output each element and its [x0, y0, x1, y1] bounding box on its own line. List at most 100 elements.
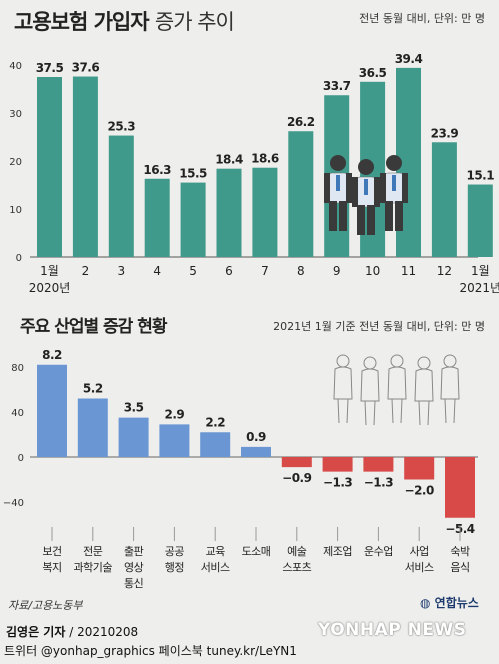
chart1-xtick-label: 11 [401, 264, 416, 278]
worker-arm [324, 173, 330, 203]
chart2-ytick-label: 80 [11, 363, 24, 374]
chart2-bar [77, 398, 108, 457]
chart2-xtick-label: 과학기술 [74, 561, 113, 574]
chart1-bar [288, 131, 314, 257]
chart2-value-label: 8.2 [42, 348, 62, 362]
chart2-xtick-label: 교육 [206, 545, 226, 558]
chart1-bar [108, 135, 134, 257]
worker-leg [357, 205, 365, 235]
chart1-bar [72, 76, 98, 258]
yonhap-logo-icon: ◍ 연합뉴스 [420, 596, 479, 610]
silhouette-body [387, 366, 407, 400]
people-silhouettes-icon [333, 354, 460, 426]
worker-leg [339, 201, 347, 231]
chart2-bar [37, 364, 67, 457]
chart2-xtick-label: 도소매 [242, 545, 271, 558]
silhouette-head [363, 356, 377, 370]
silhouette-head [336, 354, 350, 368]
silhouette-legs [391, 398, 403, 424]
chart1-xtick-label: 3 [117, 264, 125, 278]
office-workers-icon [324, 155, 408, 235]
chart1-title: 고용보험 가입자 증가 추이 [14, 10, 235, 34]
chart1-plot: 0 10 20 30 40 37.5 1월 37.6 2 25.3 3 16.3 4 15.5 5 18.4 6… [9, 52, 499, 295]
chart2-xtick-label: 스포츠 [282, 561, 311, 574]
chart1-value-label: 23.9 [431, 126, 459, 140]
chart2-bar [322, 457, 353, 472]
chart2-xtick-label: 음식 [450, 561, 469, 574]
chart2-xtick-label: 운수업 [364, 545, 393, 558]
chart1-value-label: 36.5 [359, 66, 387, 80]
chart2-xtick-label: 출판 [124, 545, 144, 558]
chart2-value-label: 5.2 [83, 382, 103, 396]
chart2-xtick-label: 전문 [83, 545, 103, 558]
chart1-bar [431, 142, 457, 257]
silhouette-body [414, 368, 434, 402]
chart1-xtick-label: 12 [437, 264, 452, 278]
chart1-bar [180, 182, 206, 257]
agency-logo-text: 연합뉴스 [434, 596, 479, 610]
chart2-xtick-label: 제조업 [323, 545, 352, 558]
chart1-value-label: 26.2 [287, 115, 315, 129]
chart2-bar [159, 424, 190, 457]
chart1-value-label: 15.1 [466, 169, 494, 183]
chart2-xtick-label: 영상 [124, 561, 144, 574]
chart2-bar [404, 457, 435, 480]
chart1-xtick-label: 6 [225, 264, 233, 278]
chart1-unit-note: 전년 동월 대비, 단위: 만 명 [359, 12, 485, 25]
chart2-xtick-label: 통신 [124, 577, 143, 590]
chart1-value-label: 33.7 [323, 79, 351, 93]
reporter-name: 김영은 기자 [6, 625, 66, 639]
chart1-year-label: 2020년 [29, 281, 71, 295]
chart2-value-label: −1.3 [323, 476, 352, 490]
chart2-title: 주요 산업별 증감 현황 [20, 317, 168, 337]
silhouette-body [333, 366, 353, 400]
worker-tie [392, 175, 396, 191]
chart2-xtick-label: 서비스 [405, 561, 434, 574]
chart2-unit-note: 2021년 1월 기준 전년 동월 대비, 단위: 만 명 [273, 320, 485, 333]
chart2-xtick-label: 공공 [165, 545, 185, 558]
chart1-xtick-label: 2 [82, 264, 90, 278]
chart1-xtick-label: 9 [333, 264, 341, 278]
chart2-value-label: −0.9 [282, 471, 311, 485]
chart1-ytick-label: 40 [9, 61, 22, 72]
chart1-xtick-label: 8 [297, 264, 305, 278]
worker-leg [367, 205, 375, 235]
chart2-ytick-label: 0 [18, 453, 24, 464]
worker-arm [374, 177, 380, 207]
silhouette-body [360, 368, 380, 402]
chart2-xtick-label: 사업 [410, 545, 429, 558]
chart1-value-label: 16.3 [143, 163, 171, 177]
chart1-bar [467, 184, 493, 257]
chart1-value-label: 18.6 [251, 152, 279, 166]
chart2-xtick-label: 예술 [287, 545, 307, 558]
chart1-xtick-label: 5 [189, 264, 197, 278]
worker-leg [329, 201, 337, 231]
chart1-title-suffix: 증가 추이 [154, 10, 235, 34]
chart1-value-label: 37.6 [72, 61, 100, 75]
chart1-value-label: 18.4 [215, 153, 243, 167]
chart2-xtick-label: 보건 [42, 545, 61, 558]
worker-arm [352, 177, 358, 207]
chart1-bar [252, 167, 278, 257]
chart2-value-label: −2.0 [405, 484, 434, 498]
chart2-xtick-label: 서비스 [201, 561, 230, 574]
chart2-value-label: −1.3 [364, 476, 393, 490]
chart1-ytick-label: 30 [9, 109, 22, 120]
chart2-ytick-label: −40 [3, 498, 24, 509]
chart1-xtick-label: 1월 [471, 264, 490, 278]
chart1-xtick-label: 4 [153, 264, 161, 278]
source-note: 자료/고용노동부 [8, 599, 83, 612]
chart1-bar [37, 77, 62, 257]
chart1-ytick-label: 10 [9, 205, 22, 216]
silhouette-legs [337, 398, 349, 424]
worker-head [330, 155, 346, 171]
silhouette-head [390, 354, 404, 368]
chart1-xtick-label: 10 [365, 264, 380, 278]
social-links: 트위터 @yonhap_graphics 페이스북 tuney.kr/LeYN1 [4, 644, 297, 658]
chart1-year-label: 2021년 [460, 281, 499, 295]
chart2-bar [445, 457, 475, 518]
byline: 김영은 기자 / 20210208 [6, 625, 139, 639]
worker-tie [364, 179, 368, 195]
chart1-value-label: 39.4 [395, 52, 423, 66]
silhouette-body [440, 366, 460, 400]
